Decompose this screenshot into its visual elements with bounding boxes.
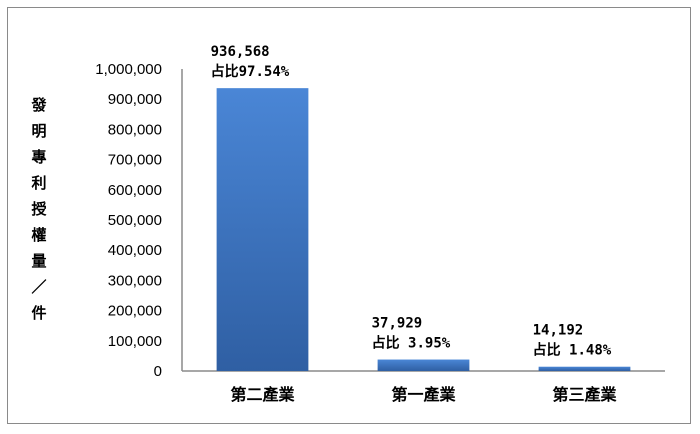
y-axis-title: 發明專利授權量／件 (31, 96, 47, 322)
bar-value-label: 37,929 (372, 316, 423, 332)
bar-value-label: 14,192 (533, 323, 584, 339)
y-tick-label: 0 (154, 363, 162, 380)
x-category-label: 第三產業 (552, 385, 617, 404)
bar (216, 88, 309, 371)
bar (377, 359, 470, 371)
x-category-label: 第一產業 (391, 385, 456, 404)
y-tick-label: 800,000 (108, 121, 162, 138)
y-tick-label: 300,000 (108, 272, 162, 289)
y-tick-label: 100,000 (108, 333, 162, 350)
bar (538, 366, 631, 371)
chart-frame (7, 7, 691, 424)
y-tick-label: 500,000 (108, 212, 162, 229)
y-tick-label: 700,000 (108, 152, 162, 169)
bar-share-label: 占比 1.48% (533, 342, 612, 359)
bar-share-label: 占比97.54% (211, 63, 290, 80)
y-tick-label: 900,000 (108, 91, 162, 108)
y-tick-label: 200,000 (108, 303, 162, 320)
y-tick-label: 600,000 (108, 182, 162, 199)
bar-value-label: 936,568 (211, 44, 270, 60)
y-tick-label: 400,000 (108, 242, 162, 259)
y-tick-label: 1,000,000 (95, 61, 162, 78)
x-category-label: 第二產業 (230, 385, 295, 404)
bar-share-label: 占比 3.95% (372, 335, 451, 352)
